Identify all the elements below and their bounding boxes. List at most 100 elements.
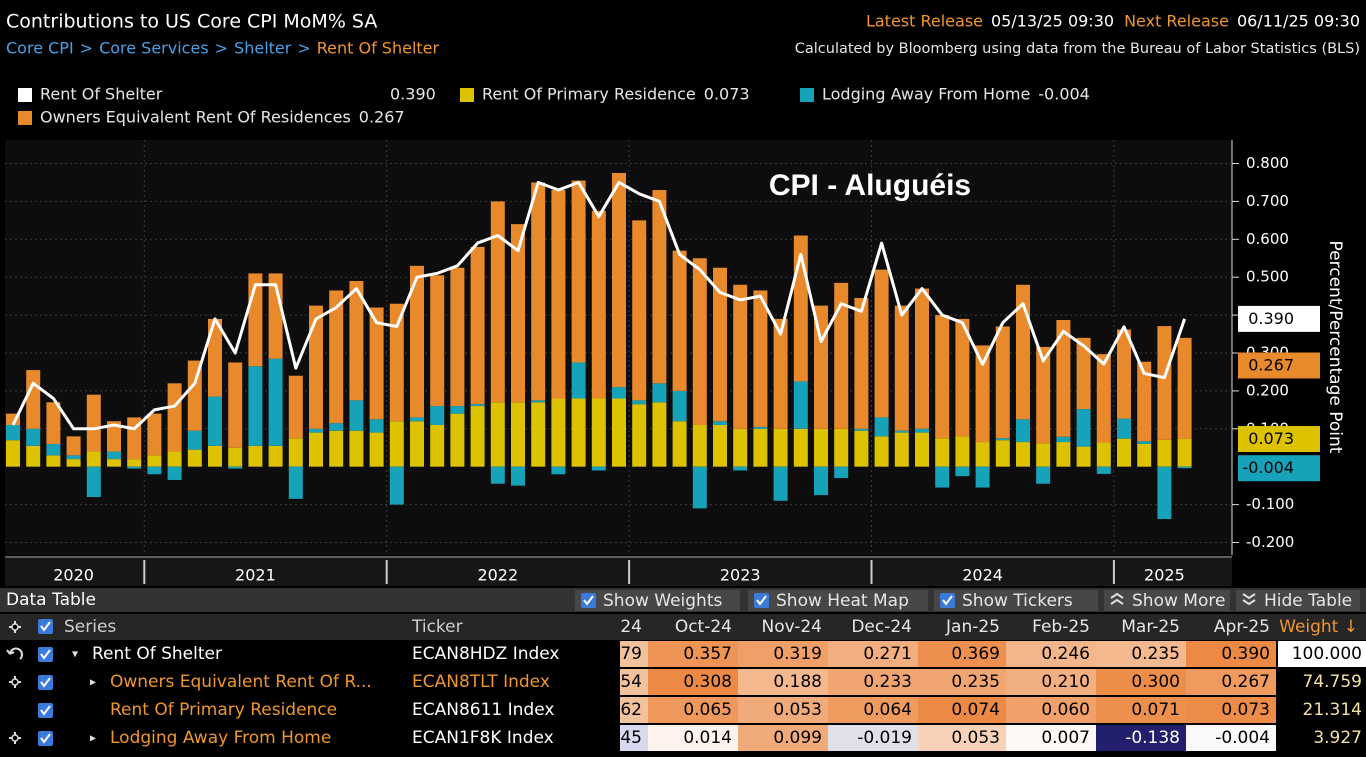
bar-segment: [228, 447, 243, 467]
bar-segment: [652, 402, 667, 467]
last-value-badge: [1238, 426, 1320, 453]
bar-segment: [167, 383, 182, 452]
bar-segment: [733, 466, 748, 471]
y-tick-label: 0.700: [1246, 192, 1289, 210]
heat-cell: [620, 641, 648, 667]
toolbar-button[interactable]: [1236, 590, 1360, 611]
bar-segment: [248, 445, 263, 467]
heat-cell: [1096, 697, 1186, 723]
row-icon[interactable]: [6, 647, 23, 660]
breadcrumb[interactable]: Shelter: [234, 39, 292, 58]
heat-cell: [738, 697, 828, 723]
button-label[interactable]: Show Weights: [603, 591, 723, 611]
y-tick-label: 0.200: [1246, 381, 1289, 399]
expand-arrow[interactable]: ▸: [90, 675, 96, 689]
legend-swatch: [800, 88, 814, 102]
row-ticker: ECAN8HDZ Index: [412, 644, 560, 664]
bar-segment: [874, 436, 889, 467]
breadcrumb[interactable]: Core Services: [99, 39, 209, 58]
cell-value: 0.053: [773, 700, 822, 720]
x-tick-label: 2025: [1144, 566, 1185, 585]
toolbar-button[interactable]: [1104, 590, 1230, 611]
button-label[interactable]: Show More: [1132, 591, 1225, 611]
bar-segment: [894, 432, 909, 467]
button-label[interactable]: Show Tickers: [962, 591, 1073, 611]
y-tick-label: -0.200: [1246, 533, 1294, 551]
checkmark: [756, 595, 767, 606]
breadcrumb-current: Rent Of Shelter: [317, 39, 440, 58]
last-value-label: -0.004: [1242, 458, 1294, 477]
latest-release: 05/13/25 09:30: [991, 12, 1114, 31]
expand-arrow[interactable]: ▾: [72, 647, 78, 661]
bar-segment: [6, 413, 20, 426]
heat-cell: [918, 697, 1006, 723]
bar-segment: [773, 428, 788, 467]
bar-segment: [1117, 418, 1131, 439]
bar-segment: [834, 466, 849, 479]
checkmark: [942, 595, 953, 606]
bar-segment: [1056, 442, 1071, 467]
toolbar-button[interactable]: [575, 590, 740, 611]
latest-release-label: Latest Release: [866, 12, 983, 31]
bar-segment: [1177, 439, 1192, 467]
expand-arrow[interactable]: ▸: [90, 731, 96, 745]
checkmark: [583, 595, 594, 606]
cell-value: 0.014: [683, 728, 732, 748]
bar-segment: [692, 466, 707, 509]
bar-segment: [26, 445, 41, 467]
bar-segment: [713, 421, 727, 426]
bar-segment: [652, 190, 667, 384]
x-tick-label: 2023: [720, 566, 761, 585]
last-value-badge: [1238, 455, 1320, 482]
row-series: Owners Equivalent Rent Of R...: [110, 672, 372, 692]
bar-segment: [571, 398, 586, 467]
bar-segment: [329, 430, 344, 467]
bar-segment: [167, 451, 182, 467]
bar-segment: [1076, 409, 1091, 447]
cell-value: 0.267: [1221, 672, 1270, 692]
bar-segment: [349, 280, 364, 401]
bar-segment: [1036, 466, 1051, 484]
heat-cell: [738, 725, 828, 751]
bar-segment: [46, 443, 61, 456]
bar-segment: [288, 466, 303, 499]
bar-segment: [834, 282, 849, 429]
column-header: Mar-25: [1121, 617, 1180, 637]
bar-segment: [86, 451, 101, 467]
row-series: Lodging Away From Home: [110, 728, 331, 748]
annotation: CPI - Aluguéis: [769, 169, 971, 202]
row-ticker: ECAN1F8K Index: [412, 728, 554, 748]
button-label[interactable]: Show Heat Map: [776, 591, 909, 611]
bar-segment: [955, 318, 970, 437]
row-icon: [11, 734, 19, 742]
breadcrumb[interactable]: Core CPI: [6, 39, 74, 58]
heat-cell: [1006, 697, 1096, 723]
bar-segment: [6, 440, 20, 467]
cell-value: 0.099: [773, 728, 822, 748]
cell-value: 0.369: [951, 644, 1000, 664]
bar-segment: [349, 400, 364, 431]
bar-segment: [187, 430, 202, 450]
heat-cell: [620, 725, 648, 751]
cell-value: 0.246: [1041, 644, 1090, 664]
bar-segment: [915, 288, 929, 429]
heat-cell: [648, 697, 738, 723]
bar-segment: [834, 428, 849, 467]
data-table: Series Ticker 24 Oct-24 Nov-24 Dec-24 Jan-25 Fe…: [6, 617, 1366, 751]
bar-segment: [1177, 337, 1192, 440]
bar-segment: [147, 455, 162, 467]
row-icon: [11, 623, 19, 631]
toolbar-button[interactable]: [934, 590, 1098, 611]
button-label[interactable]: Hide Table: [1264, 591, 1352, 611]
weight-cell: [1278, 669, 1366, 695]
legend-label: Owners Equivalent Rent Of Residences: [40, 108, 351, 127]
bar-segment: [894, 305, 909, 431]
last-value-label: 0.073: [1248, 429, 1294, 448]
heat-cell: [1096, 725, 1186, 751]
bar-segment: [1117, 438, 1131, 467]
bar-segment: [612, 172, 626, 388]
bar-segment: [248, 366, 263, 446]
toolbar-button[interactable]: [748, 590, 928, 611]
bar-segment: [26, 428, 41, 446]
